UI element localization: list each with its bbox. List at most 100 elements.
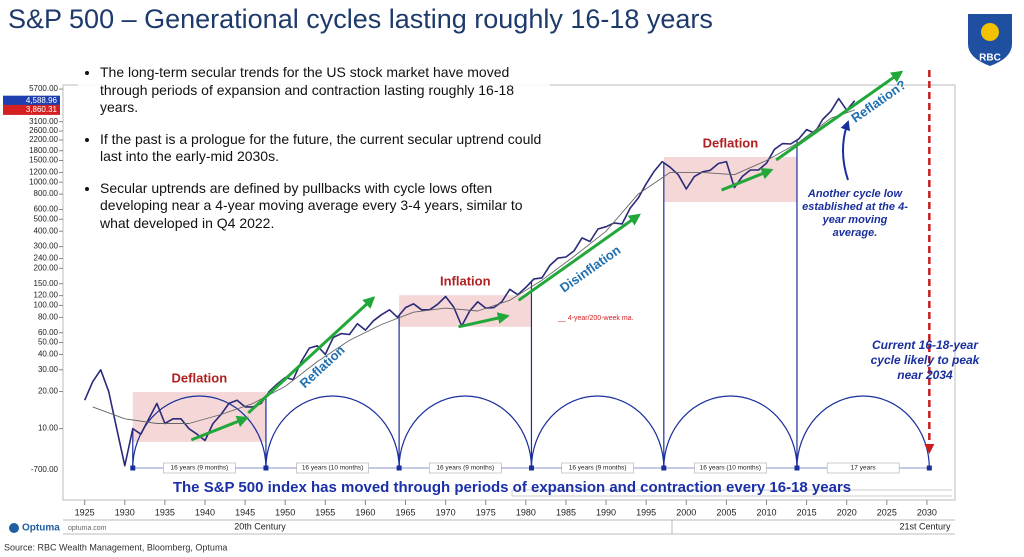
cycle-low-marker bbox=[661, 465, 667, 471]
x-tick-label: 1960 bbox=[355, 507, 375, 517]
cycle-label: 17 years bbox=[851, 465, 877, 472]
footer-text: The S&P 500 index has moved through peri… bbox=[173, 479, 851, 496]
trend-label: Reflation bbox=[297, 342, 348, 391]
y-tick-label: 150.00 bbox=[34, 279, 59, 288]
y-tick-label: 2600.00 bbox=[29, 126, 58, 135]
ma-line bbox=[92, 109, 855, 424]
y-tick-label: 1800.00 bbox=[29, 146, 58, 155]
bullet: Secular uptrends are defined by pullback… bbox=[100, 180, 550, 233]
last-value-label: 3,860.31 bbox=[26, 105, 58, 114]
logo-text: RBC bbox=[979, 53, 1001, 64]
y-tick-label: 2200.00 bbox=[29, 135, 58, 144]
x-tick-label: 1965 bbox=[396, 507, 416, 517]
cycle-low-marker bbox=[794, 465, 800, 471]
x-tick-label: 2025 bbox=[877, 507, 897, 517]
cycle-label-box bbox=[826, 462, 900, 474]
cycle-label: 16 years (10 months) bbox=[302, 465, 363, 472]
y-tick-label: 200.00 bbox=[34, 263, 59, 272]
x-tick-label: 2010 bbox=[756, 507, 776, 517]
last-value-tag bbox=[3, 95, 60, 106]
trend-arrow bbox=[458, 312, 510, 329]
x-tick-label: 1970 bbox=[436, 507, 456, 517]
x-tick-label: 1935 bbox=[155, 507, 175, 517]
forecast-note: Current 16-18-year cycle likely to peak … bbox=[870, 338, 980, 382]
cycle-arc bbox=[265, 395, 400, 469]
x-tick-label: 1975 bbox=[476, 507, 496, 517]
century-label: 20th Century bbox=[234, 521, 286, 531]
regime-label: Inflation bbox=[440, 274, 491, 289]
trend-arrow bbox=[721, 168, 774, 192]
trend-arrow bbox=[247, 296, 376, 415]
bullet: The long-term secular trends for the US … bbox=[100, 64, 550, 117]
x-tick-label: 1980 bbox=[516, 507, 536, 517]
y-tick-label: 1200.00 bbox=[29, 168, 58, 177]
price-line bbox=[83, 97, 856, 467]
bullets: The long-term secular trends for the US … bbox=[78, 64, 550, 246]
note-arrow bbox=[840, 120, 851, 181]
cycle-arc bbox=[530, 395, 665, 469]
cycle-label: 16 years (9 months) bbox=[170, 465, 228, 472]
cycle-low-marker bbox=[130, 465, 136, 471]
y-tick-label: 50.00 bbox=[38, 338, 59, 347]
trend-arrow bbox=[775, 70, 904, 162]
y-tick-label: 20.00 bbox=[38, 387, 59, 396]
trend-arrow bbox=[517, 213, 641, 302]
cycle-arc bbox=[796, 395, 930, 469]
y-bottom-label: -700.00 bbox=[31, 465, 59, 474]
cycle-low-marker bbox=[528, 465, 534, 471]
rbc-logo: RBC bbox=[968, 14, 1012, 66]
bullet: If the past is a prologue for the future… bbox=[100, 131, 550, 166]
x-tick-label: 2005 bbox=[716, 507, 736, 517]
y-tick-label: 10.00 bbox=[38, 424, 59, 433]
x-tick-label: 2015 bbox=[797, 507, 817, 517]
cycle-label-box bbox=[163, 462, 236, 474]
century-label: 21st Century bbox=[899, 521, 951, 531]
cycle-label-box bbox=[694, 462, 767, 474]
regime-label: Deflation bbox=[703, 135, 759, 150]
cycle-arc bbox=[663, 395, 798, 469]
vendor-url: optuma.com bbox=[68, 525, 107, 532]
cycle-label: 16 years (10 months) bbox=[700, 465, 761, 472]
x-tick-label: 1925 bbox=[75, 507, 95, 517]
y-tick-label: 60.00 bbox=[38, 328, 59, 337]
x-tick-label: 1945 bbox=[235, 507, 255, 517]
cycle-label-box bbox=[296, 462, 369, 474]
y-tick-label: 30.00 bbox=[38, 365, 59, 374]
vendor: Optuma bbox=[22, 523, 60, 534]
y-tick-label: 1500.00 bbox=[29, 156, 58, 165]
y-tick-label: 600.00 bbox=[34, 205, 59, 214]
low-note: Another cycle low established at the 4-y… bbox=[802, 188, 908, 239]
regime-label: Deflation bbox=[172, 370, 228, 385]
footer-rule bbox=[511, 489, 952, 497]
y-tick-label: 3100.00 bbox=[29, 117, 58, 126]
x-tick-label: 2030 bbox=[917, 507, 937, 517]
y-tick-label: 80.00 bbox=[38, 312, 59, 321]
last-value-tag bbox=[3, 104, 60, 115]
cycle-label-box bbox=[561, 462, 634, 474]
cycle-arc bbox=[132, 395, 267, 469]
x-tick-label: 1930 bbox=[115, 507, 135, 517]
cycle-low-marker bbox=[396, 465, 402, 471]
last-value-label: 4,588.96 bbox=[26, 96, 58, 105]
x-tick-label: 1955 bbox=[315, 507, 335, 517]
x-tick-label: 1950 bbox=[275, 507, 295, 517]
y-tick-label: 500.00 bbox=[34, 214, 59, 223]
cycle-label-box bbox=[429, 462, 502, 474]
y-tick-label: 40.00 bbox=[38, 350, 59, 359]
y-tick-label: 300.00 bbox=[34, 242, 59, 251]
y-tick-label: 5700.00 bbox=[29, 84, 58, 93]
vendor-icon bbox=[9, 523, 19, 533]
trend-arrow bbox=[190, 415, 249, 442]
cycle-label: 16 years (9 months) bbox=[569, 465, 627, 472]
cycle-label: 16 years (9 months) bbox=[436, 465, 494, 472]
x-tick-label: 1995 bbox=[636, 507, 656, 517]
y-tick-label: 120.00 bbox=[34, 291, 59, 300]
x-tick-label: 2000 bbox=[676, 507, 696, 517]
y-tick-label: 240.00 bbox=[34, 254, 59, 263]
legend-entry: __ 4-year/200-week ma. bbox=[557, 315, 634, 322]
x-tick-label: 1985 bbox=[556, 507, 576, 517]
x-tick-label: 1990 bbox=[596, 507, 616, 517]
y-tick-label: 800.00 bbox=[34, 189, 59, 198]
